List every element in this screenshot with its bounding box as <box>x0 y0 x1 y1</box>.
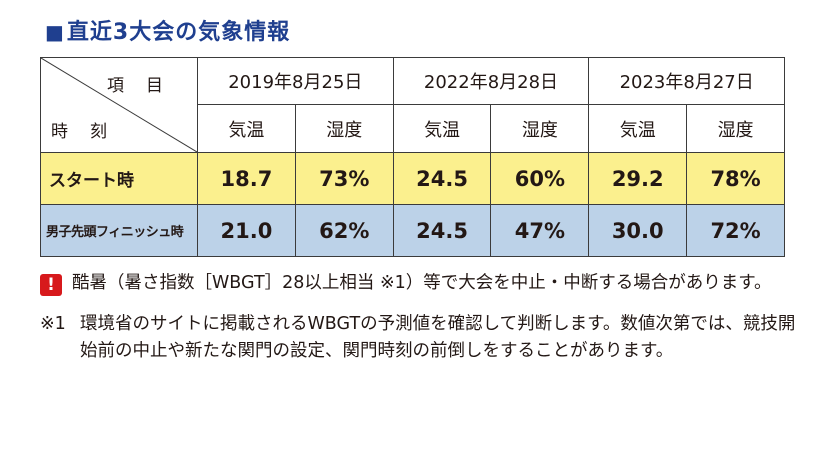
cell-value: 24.5 <box>392 204 492 257</box>
sub-header-humidity: 湿度 <box>294 104 394 153</box>
notes-section: ! 酷暑（暑さ指数［WBGT］28以上相当 ※1）等で大会を中止・中断する場合が… <box>40 270 800 365</box>
sub-header-temp: 気温 <box>197 104 296 153</box>
cell-value: 29.2 <box>588 152 688 205</box>
header-item-label: 項目 <box>107 76 185 96</box>
cell-value: 30.0 <box>588 204 688 257</box>
cell-value: 62% <box>294 204 394 257</box>
row-label-start: スタート時 <box>40 152 198 205</box>
square-icon: ■ <box>45 20 65 44</box>
footnote-text: 環境省のサイトに掲載されるWBGTの予測値を確認して判断します。数値次第では、競… <box>80 314 796 361</box>
cell-value: 72% <box>686 204 785 257</box>
date-header-2022: 2022年8月28日 <box>392 57 590 105</box>
note-footnote: ※1 環境省のサイトに掲載されるWBGTの予測値を確認して判断します。数値次第で… <box>40 311 800 365</box>
note-alert-text: 酷暑（暑さ指数［WBGT］28以上相当 ※1）等で大会を中止・中断する場合があり… <box>72 273 772 293</box>
row-label-male-finish: 男子先頭フィニッシュ時 <box>40 204 198 257</box>
diagonal-divider <box>41 58 197 152</box>
exclamation-icon: ! <box>40 274 62 296</box>
date-header-2019: 2019年8月25日 <box>197 57 394 105</box>
cell-value: 60% <box>490 152 590 205</box>
sub-header-temp: 気温 <box>588 104 688 153</box>
date-header-2023: 2023年8月27日 <box>588 57 785 105</box>
cell-value: 78% <box>686 152 785 205</box>
sub-header-humidity: 湿度 <box>686 104 785 153</box>
cell-value: 47% <box>490 204 590 257</box>
sub-header-temp: 気温 <box>392 104 492 153</box>
header-time-label: 時刻 <box>51 122 129 142</box>
footnote-marker: ※1 <box>40 314 66 334</box>
table-row-start: スタート時 18.7 73% 24.5 60% 29.2 78% <box>40 152 785 205</box>
table-corner-cell: 項目 時刻 <box>40 57 198 153</box>
title-text: 直近3大会の気象情報 <box>66 20 291 45</box>
table-row-male-finish: 男子先頭フィニッシュ時 21.0 62% 24.5 47% 30.0 72% <box>40 204 785 257</box>
sub-header-humidity: 湿度 <box>490 104 590 153</box>
cell-value: 73% <box>294 152 394 205</box>
weather-table: 項目 時刻 2019年8月25日 2022年8月28日 2023年8月27日 気… <box>40 57 785 257</box>
page-title: ■直近3大会の気象情報 <box>45 14 290 46</box>
cell-value: 24.5 <box>392 152 492 205</box>
note-alert: ! 酷暑（暑さ指数［WBGT］28以上相当 ※1）等で大会を中止・中断する場合が… <box>40 270 800 297</box>
cell-value: 18.7 <box>197 152 296 205</box>
cell-value: 21.0 <box>197 204 296 257</box>
